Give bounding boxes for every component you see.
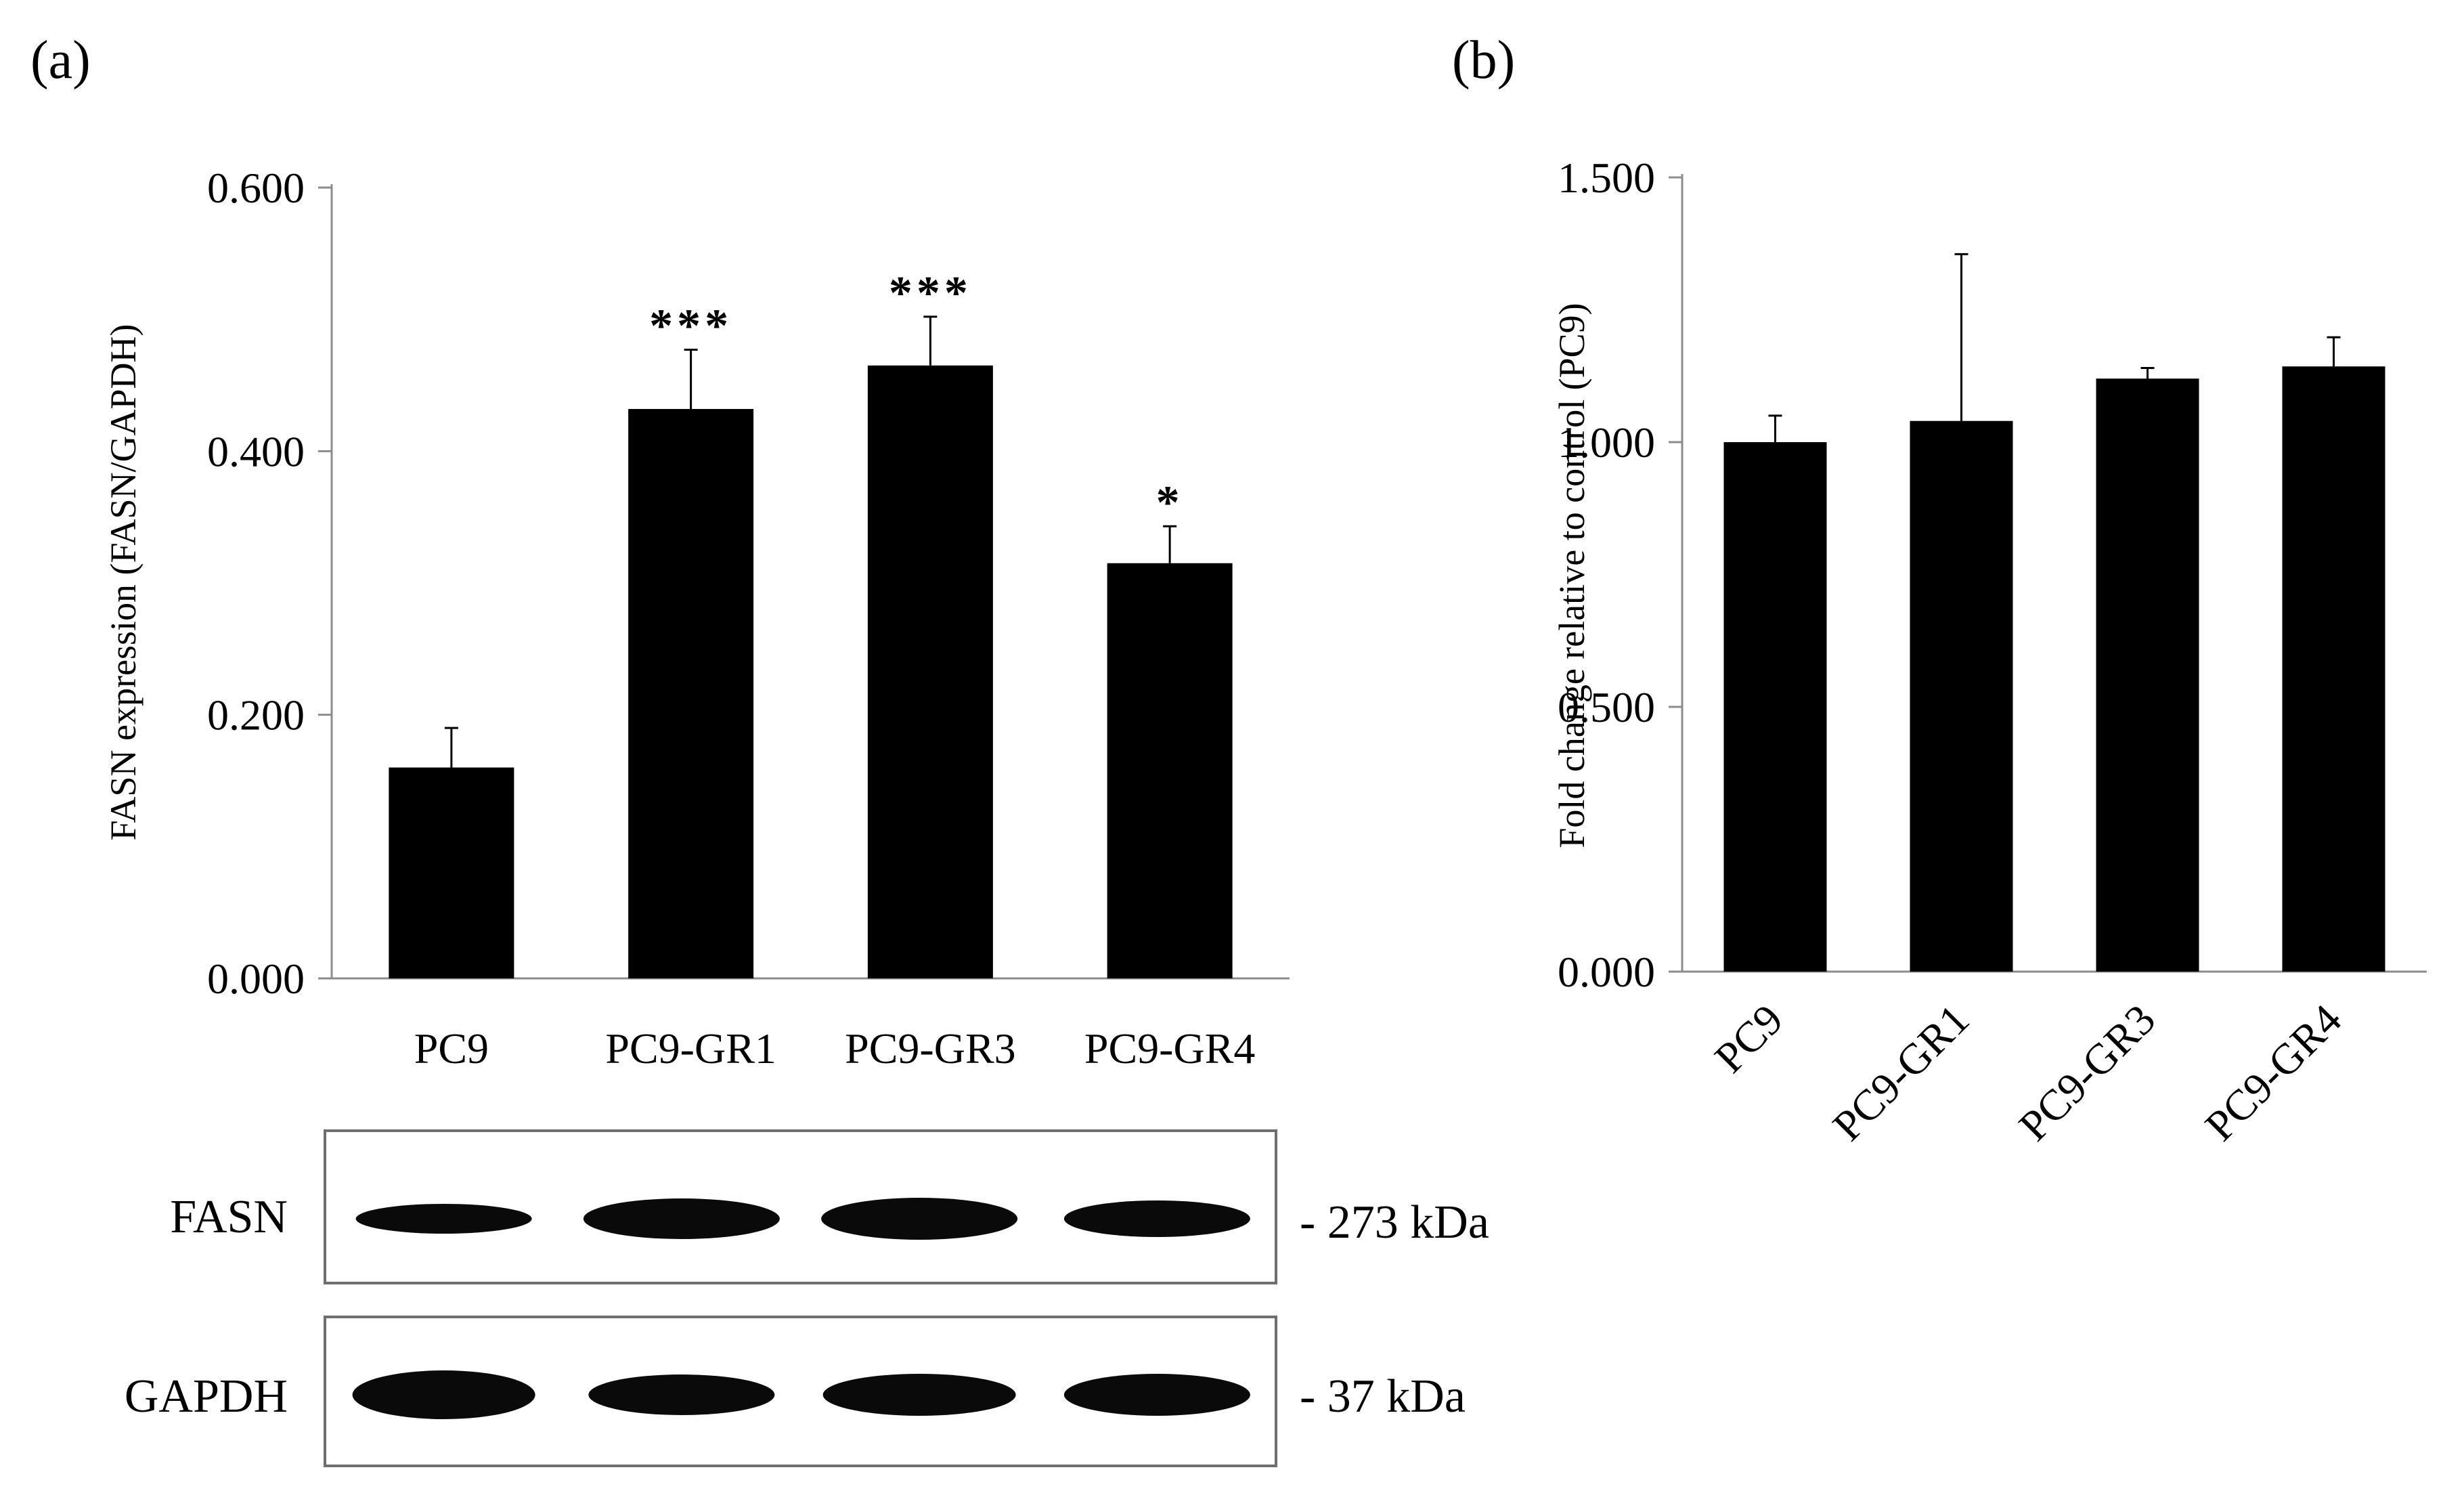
x-tick-label: PC9-GR1 — [1824, 995, 1979, 1150]
chart-b-y-ticks: 0.000 0.500 1.000 1.500 — [1558, 154, 1682, 996]
significance-label: *** — [889, 267, 972, 320]
blot-panel-fasn: FASN - 273 kDa — [170, 1129, 1489, 1284]
blot-band — [352, 1370, 535, 1419]
bar — [2096, 378, 2199, 972]
x-tick-label: PC9-GR1 — [605, 1024, 776, 1072]
bar — [628, 409, 754, 978]
x-tick-label: PC9-GR3 — [845, 1024, 1016, 1072]
chart-b-bars — [1723, 253, 2385, 972]
blot-band — [355, 1204, 532, 1234]
blot-size-gapdh: - 37 kDa — [1300, 1370, 1466, 1423]
chart-b-y-axis-title: Fold change relative to control (PC9) — [1552, 303, 1592, 848]
blot-label-fasn: FASN — [170, 1191, 288, 1243]
y-tick-label: 1.000 — [1558, 418, 1655, 467]
blot-band — [821, 1198, 1018, 1240]
significance-label: * — [1156, 477, 1184, 529]
y-tick-label: 0.200 — [207, 691, 305, 739]
x-tick-label: PC9 — [1705, 995, 1792, 1082]
bar — [1107, 563, 1233, 978]
blot-band — [1063, 1200, 1250, 1237]
y-tick-label: 0.000 — [207, 955, 305, 1003]
blot-band — [583, 1198, 780, 1239]
y-tick-label: 0.000 — [1558, 948, 1655, 996]
blot-band — [1063, 1374, 1250, 1416]
bar — [1910, 420, 2013, 972]
blot-panel-gapdh: GAPDH - 37 kDa — [125, 1316, 1466, 1467]
y-tick-label: 0.400 — [207, 427, 305, 475]
blot-label-gapdh: GAPDH — [125, 1370, 288, 1423]
chart-b: 0.000 0.500 1.000 1.500 PC9 PC9-GR1 PC9-GR3 PC… — [1552, 154, 2427, 1150]
x-tick-label: PC9-GR4 — [1084, 1024, 1256, 1072]
blot-band — [588, 1374, 775, 1415]
y-tick-label: 1.500 — [1558, 154, 1655, 202]
panel-a-label: (a) — [30, 30, 91, 90]
panel-b-label: (b) — [1452, 30, 1515, 90]
blot-band — [822, 1374, 1016, 1416]
y-tick-label: 0.600 — [207, 164, 305, 212]
blot-bands-fasn — [355, 1198, 1250, 1240]
chart-b-x-tick-labels: PC9 PC9-GR1 PC9-GR3 PC9-GR4 — [1705, 995, 2350, 1150]
y-tick-label: 0.500 — [1558, 683, 1655, 731]
chart-a-y-axis-title: FASN expression (FASN/GAPDH) — [103, 324, 144, 840]
chart-a-bars: ******* — [389, 267, 1233, 978]
x-tick-label: PC9 — [414, 1024, 489, 1072]
bar — [1723, 442, 1827, 972]
bar — [867, 365, 993, 978]
western-blot: FASN - 273 kDa GAPDH - 37 kDa — [125, 1129, 1489, 1467]
significance-label: *** — [649, 300, 732, 352]
bar — [389, 767, 514, 978]
x-tick-label: PC9-GR4 — [2196, 995, 2351, 1150]
x-tick-label: PC9-GR3 — [2010, 995, 2165, 1150]
chart-a-x-tick-labels: PC9 PC9-GR1 PC9-GR3 PC9-GR4 — [414, 1024, 1256, 1072]
blot-size-fasn: - 273 kDa — [1300, 1196, 1489, 1249]
chart-a-y-ticks: 0.000 0.200 0.400 0.600 — [207, 164, 332, 1003]
blot-bands-gapdh — [352, 1370, 1250, 1419]
bar — [2282, 366, 2385, 972]
